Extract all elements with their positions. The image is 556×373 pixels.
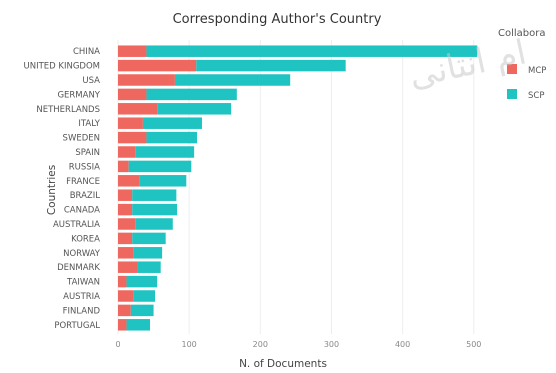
category-label: USA (82, 76, 100, 86)
category-label: NORWAY (63, 249, 101, 259)
category-label: ITALY (78, 119, 100, 129)
bar-scp-finland[interactable] (130, 304, 154, 317)
legend-swatch-mcp[interactable] (507, 64, 517, 74)
category-label: AUSTRIA (63, 292, 100, 302)
bar-scp-france[interactable] (139, 175, 187, 187)
x-tick-label: 200 (253, 340, 268, 349)
bar-mcp-denmark[interactable] (118, 261, 138, 273)
bar-scp-russia[interactable] (128, 160, 192, 173)
bar-mcp-united-kingdom[interactable] (118, 59, 197, 72)
category-label: SPAIN (75, 148, 100, 158)
bar-mcp-australia[interactable] (118, 218, 136, 230)
x-tick-label: 100 (182, 340, 197, 349)
bar-scp-norway[interactable] (133, 247, 163, 259)
category-label: UNITED KINGDOM (24, 62, 101, 72)
category-label: KOREA (71, 234, 100, 244)
category-label: PORTUGAL (54, 321, 100, 331)
x-tick-label: 300 (324, 340, 339, 349)
bar-mcp-france[interactable] (118, 175, 140, 187)
bar-scp-germany[interactable] (146, 88, 237, 101)
bar-mcp-taiwan[interactable] (118, 275, 127, 288)
bar-scp-portugal[interactable] (126, 319, 151, 331)
bar-mcp-portugal[interactable] (118, 319, 127, 331)
bar-mcp-canada[interactable] (118, 203, 133, 216)
bar-scp-spain[interactable] (135, 146, 195, 158)
category-label: FRANCE (66, 177, 100, 187)
bar-scp-denmark[interactable] (137, 261, 161, 273)
category-label: RUSSIA (69, 162, 100, 172)
bar-scp-canada[interactable] (132, 203, 178, 216)
category-label: AUSTRALIA (53, 220, 100, 230)
x-tick-label: 500 (466, 340, 481, 349)
legend-swatch-scp[interactable] (507, 89, 517, 99)
bar-mcp-korea[interactable] (118, 232, 133, 245)
bar-mcp-usa[interactable] (118, 74, 175, 86)
bar-scp-united-kingdom[interactable] (196, 59, 346, 72)
x-tick-label: 400 (395, 340, 410, 349)
bar-mcp-austria[interactable] (118, 290, 134, 302)
bar-mcp-china[interactable] (118, 45, 147, 57)
bar-scp-netherlands[interactable] (157, 103, 232, 115)
bar-mcp-finland[interactable] (118, 304, 131, 317)
legend-title: Collabora (498, 28, 546, 39)
category-label: GERMANY (57, 90, 100, 100)
bar-scp-korea[interactable] (132, 232, 166, 245)
category-label: BRAZIL (70, 191, 101, 201)
bar-scp-brazil[interactable] (132, 189, 177, 201)
bar-scp-australia[interactable] (135, 218, 173, 230)
bar-scp-taiwan[interactable] (126, 275, 158, 288)
bar-mcp-brazil[interactable] (118, 189, 133, 201)
category-label: NETHERLANDS (36, 105, 100, 115)
bars (118, 45, 478, 331)
bar-scp-usa[interactable] (174, 74, 291, 86)
bar-mcp-sweden[interactable] (118, 131, 147, 144)
bar-mcp-italy[interactable] (118, 117, 143, 129)
x-tick-label: 0 (115, 340, 120, 349)
bar-mcp-norway[interactable] (118, 247, 134, 259)
legend[interactable]: MCP SCP (507, 64, 546, 101)
category-label: CANADA (64, 206, 100, 216)
bar-mcp-netherlands[interactable] (118, 103, 158, 115)
category-label: TAIWAN (66, 278, 100, 288)
bar-scp-china[interactable] (146, 45, 478, 57)
legend-label-mcp[interactable]: MCP (528, 66, 546, 76)
x-axis-title: N. of Documents (239, 358, 327, 369)
category-labels: CHINA UNITED KINGDOM USA GERMANY NETHERLANDS… (24, 47, 101, 331)
category-label: CHINA (73, 47, 100, 57)
bar-scp-sweden[interactable] (146, 131, 197, 144)
category-label: FINLAND (63, 306, 101, 316)
x-tick-labels: 0 100 200 300 400 500 (115, 340, 481, 349)
category-label: DENMARK (57, 263, 100, 273)
bar-mcp-spain[interactable] (118, 146, 136, 158)
y-axis-title: Countries (46, 165, 58, 215)
bar-mcp-germany[interactable] (118, 88, 147, 101)
chart-title: Corresponding Author's Country (173, 12, 382, 27)
bar-mcp-russia[interactable] (118, 160, 129, 173)
bar-scp-austria[interactable] (133, 290, 155, 302)
category-label: SWEDEN (63, 134, 100, 144)
legend-label-scp[interactable]: SCP (528, 91, 544, 101)
bar-scp-italy[interactable] (142, 117, 202, 129)
